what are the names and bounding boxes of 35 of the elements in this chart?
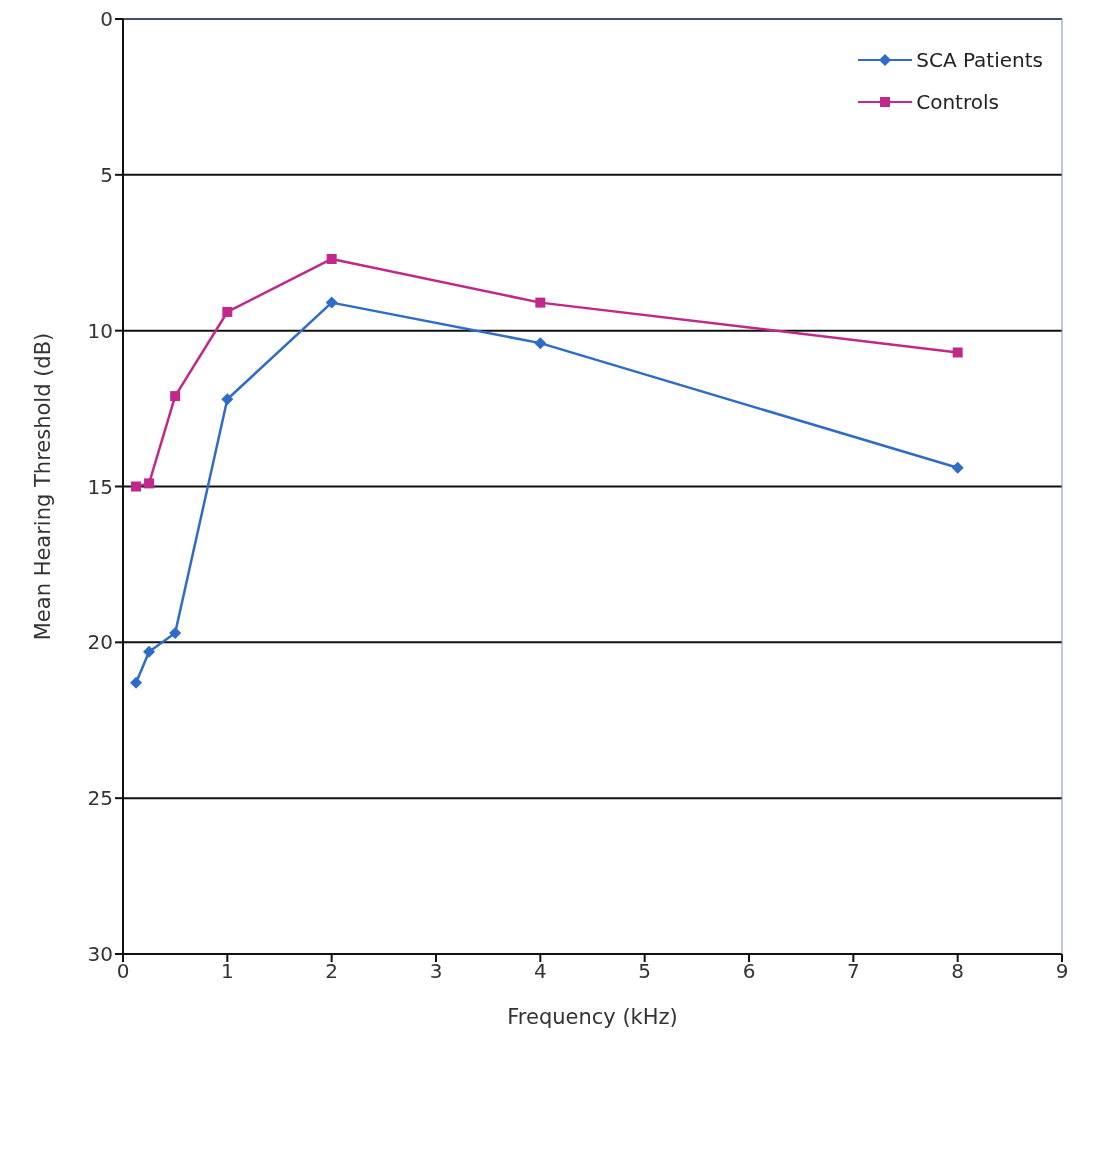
y-tick-label: 10	[87, 318, 113, 343]
point	[326, 253, 337, 264]
y-tick-label: 0	[100, 7, 113, 32]
point	[222, 306, 233, 317]
y-tick-label: 30	[87, 942, 113, 967]
x-tick-label: 6	[742, 959, 756, 984]
y-tick-label: 20	[87, 630, 113, 655]
point	[535, 297, 546, 308]
y-tick-label: 15	[87, 474, 113, 499]
point	[130, 676, 143, 689]
legend-label: SCA Patients	[916, 48, 1043, 72]
x-tick-label: 0	[116, 959, 130, 984]
x-tick-label: 5	[638, 959, 652, 984]
point	[952, 347, 963, 358]
x-tick-label: 1	[220, 959, 234, 984]
x-tick-label: 7	[846, 959, 860, 984]
y-tick-label: 25	[87, 786, 113, 811]
x-tick-label: 8	[951, 959, 965, 984]
point	[221, 393, 234, 406]
point	[169, 626, 182, 639]
point	[143, 645, 156, 658]
x-tick-label: 9	[1055, 959, 1069, 984]
legend-label: Controls	[916, 90, 999, 114]
x-tick-label: 3	[429, 959, 443, 984]
x-tick-label: 4	[533, 959, 547, 984]
x-axis-title: Frequency (kHz)	[507, 1005, 678, 1029]
y-axis-title: Mean Hearing Threshold (dB)	[31, 332, 56, 641]
point	[170, 391, 181, 402]
y-tick-label: 5	[100, 162, 113, 187]
x-tick-label: 2	[325, 959, 339, 984]
point	[951, 461, 964, 474]
point	[325, 296, 338, 309]
point	[534, 337, 547, 350]
point	[131, 481, 142, 492]
point	[144, 478, 155, 489]
